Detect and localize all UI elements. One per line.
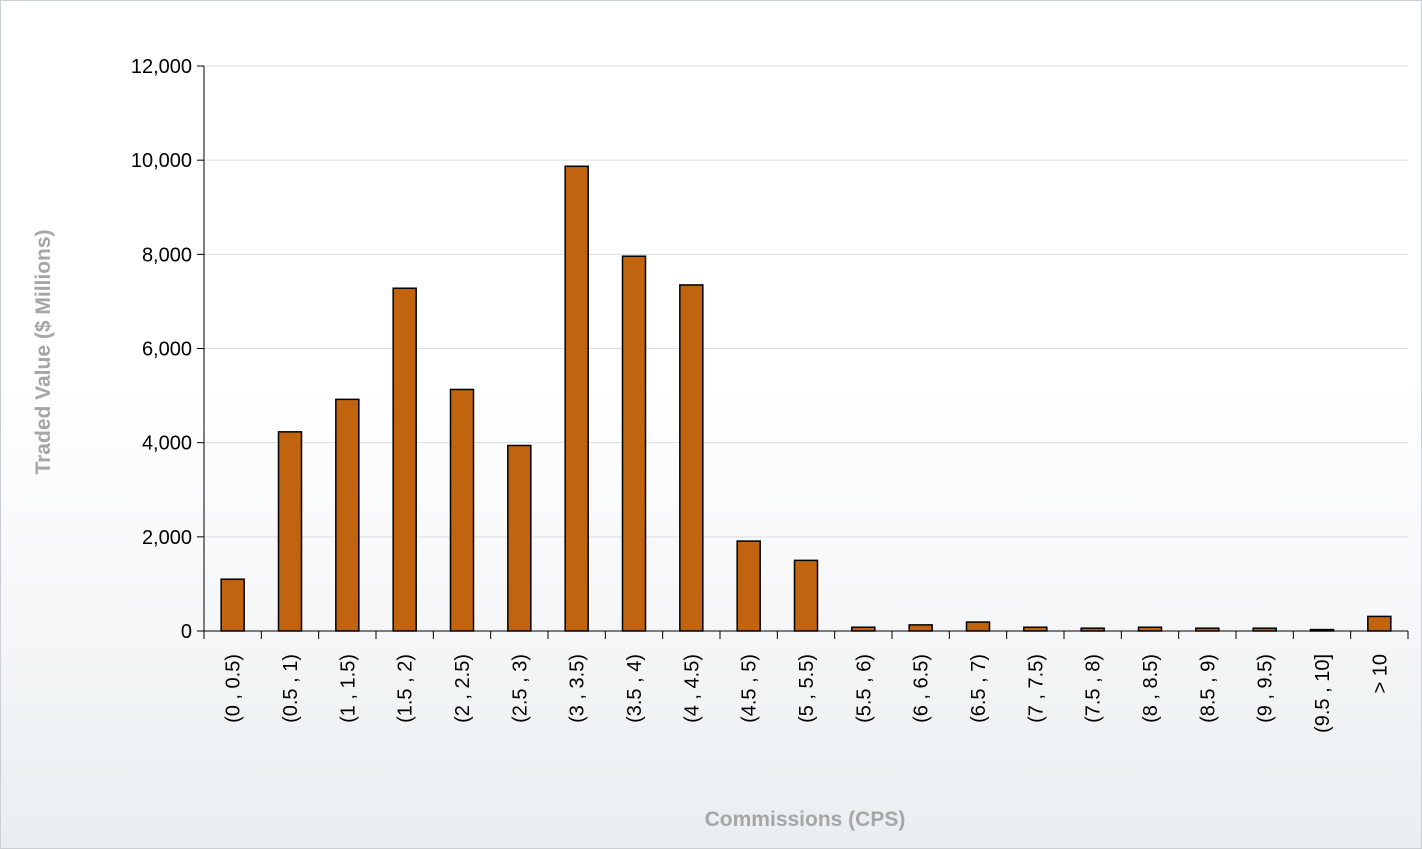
bar	[908, 624, 933, 632]
bar	[220, 578, 245, 632]
y-tick-label: 2,000	[142, 527, 192, 549]
y-tick-labels: 0 2,000 4,000 6,000 8,000 10,000 12,000	[131, 56, 192, 643]
x-tick-label: (3.5 , 4)	[624, 654, 646, 723]
x-tick-label: (7.5 , 8)	[1083, 654, 1105, 723]
bar	[335, 398, 360, 632]
y-tick-label: 4,000	[142, 433, 192, 455]
x-tick-label: (9 , 9.5)	[1255, 654, 1277, 723]
x-tick-label: (3 , 3.5)	[567, 654, 589, 723]
bar	[736, 540, 761, 632]
bar	[392, 287, 417, 632]
y-tick-label: 12,000	[131, 56, 192, 78]
bar	[679, 284, 704, 632]
y-tick-label: 8,000	[142, 244, 192, 266]
axes	[197, 65, 1409, 639]
x-tick-label: (4 , 4.5)	[681, 654, 703, 723]
bar	[507, 444, 532, 632]
x-tick-label: (0 , 0.5)	[223, 654, 245, 723]
bar	[277, 431, 303, 632]
x-axis-title: Commissions (CPS)	[705, 808, 906, 831]
bar	[621, 255, 647, 632]
x-tick-label: (6 , 6.5)	[911, 654, 933, 723]
x-tick-label: (8 , 8.5)	[1140, 654, 1162, 723]
x-tick-label: (8.5 , 9)	[1197, 654, 1219, 723]
gridlines	[204, 65, 1408, 538]
x-tick-label: (1.5 , 2)	[395, 654, 417, 723]
x-tick-label: (7 , 7.5)	[1025, 654, 1047, 723]
x-tick-label: (5 , 5.5)	[796, 654, 818, 723]
bar	[1137, 626, 1163, 632]
x-tick-labels: (0 , 0.5) (0.5 , 1) (1 , 1.5) (1.5 , 2) (2 ,…	[223, 654, 1392, 733]
bar	[449, 388, 475, 632]
x-tick-label: (4.5 , 5)	[739, 654, 761, 723]
x-tick-label: (5.5 , 6)	[853, 654, 875, 723]
y-tick-label: 0	[181, 621, 192, 643]
bar	[1367, 615, 1392, 632]
y-axis-title: Traded Value ($ Millions)	[32, 229, 55, 474]
bar	[564, 165, 589, 632]
bars	[220, 165, 1392, 632]
bar	[965, 621, 991, 632]
x-tick-label: (0.5 , 1)	[280, 654, 302, 723]
x-tick-label: (6.5 , 7)	[968, 654, 990, 723]
bar	[851, 626, 876, 632]
x-tick-label: (9.5 , 10]	[1312, 654, 1334, 733]
x-tick-label: (1 , 1.5)	[337, 654, 359, 723]
bar	[1023, 626, 1048, 632]
x-tick-label: (2 , 2.5)	[452, 654, 474, 723]
x-tick-label: > 10	[1369, 654, 1391, 693]
x-tick-label: (2.5 , 3)	[509, 654, 531, 723]
y-tick-label: 6,000	[142, 339, 192, 361]
y-tick-label: 10,000	[131, 150, 192, 172]
bar	[793, 559, 819, 632]
